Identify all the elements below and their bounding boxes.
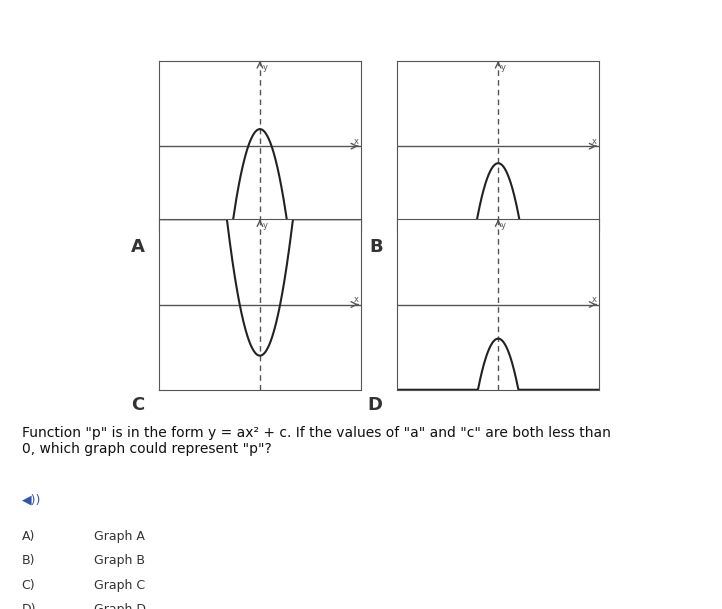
Text: x: x bbox=[354, 136, 359, 146]
Text: Graph B: Graph B bbox=[94, 554, 145, 567]
Text: x: x bbox=[354, 295, 359, 304]
Text: x: x bbox=[592, 295, 597, 304]
Text: D): D) bbox=[22, 603, 36, 609]
Text: Graph C: Graph C bbox=[94, 579, 145, 591]
Text: A): A) bbox=[22, 530, 35, 543]
Text: y: y bbox=[263, 63, 268, 72]
Text: Graph D: Graph D bbox=[94, 603, 146, 609]
Text: B): B) bbox=[22, 554, 35, 567]
Text: D: D bbox=[367, 396, 383, 414]
Text: y: y bbox=[501, 221, 506, 230]
Text: Graph A: Graph A bbox=[94, 530, 144, 543]
Text: y: y bbox=[501, 63, 506, 72]
Text: x: x bbox=[592, 136, 597, 146]
Text: Function "p" is in the form y = ax² + c. If the values of "a" and "c" are both l: Function "p" is in the form y = ax² + c.… bbox=[22, 426, 611, 457]
Text: C): C) bbox=[22, 579, 35, 591]
Text: C: C bbox=[131, 396, 144, 414]
Text: ◀)): ◀)) bbox=[22, 493, 41, 506]
Text: B: B bbox=[369, 238, 383, 256]
Text: y: y bbox=[263, 221, 268, 230]
Text: A: A bbox=[131, 238, 144, 256]
